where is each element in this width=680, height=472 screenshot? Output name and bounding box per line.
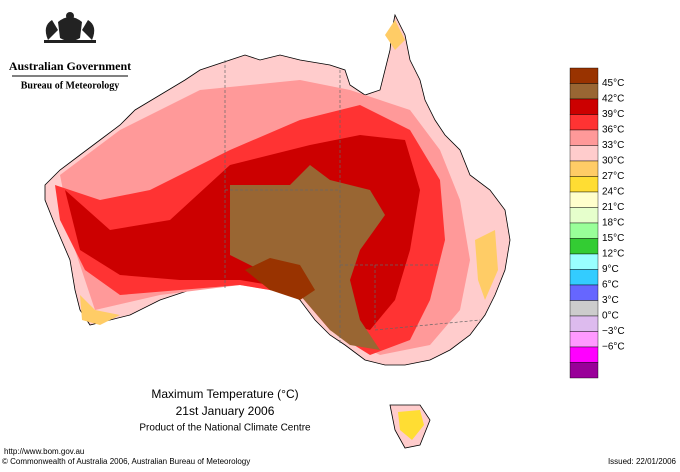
- legend-swatch: [569, 331, 599, 348]
- legend-label: −6°C: [602, 342, 625, 353]
- footer-url: http://www.bom.gov.au: [4, 447, 84, 456]
- map-title: Maximum Temperature (°C): [151, 387, 298, 401]
- australia-map: [44, 13, 511, 449]
- map-product: Product of the National Climate Centre: [139, 423, 311, 434]
- legend-swatch: [569, 129, 599, 146]
- legend-label: 39°C: [602, 109, 624, 120]
- legend-swatch: [569, 83, 599, 100]
- legend-label: 0°C: [602, 311, 619, 322]
- legend-swatch: [569, 114, 599, 131]
- legend-label: 24°C: [602, 187, 624, 198]
- coat-of-arms: [44, 12, 96, 43]
- legend-label: 36°C: [602, 125, 624, 136]
- legend-label: 12°C: [602, 249, 624, 260]
- footer-copyright: © Commonwealth of Australia 2006, Austra…: [2, 457, 250, 466]
- legend-label: 27°C: [602, 171, 624, 182]
- legend-swatch: [569, 269, 599, 286]
- footer-issued: Issued: 22/01/2006: [608, 457, 677, 466]
- legend-label: 30°C: [602, 156, 624, 167]
- legend-label: 21°C: [602, 202, 624, 213]
- legend-swatch: [569, 160, 599, 177]
- legend-label: 45°C: [602, 78, 624, 89]
- legend-swatch: [569, 145, 599, 162]
- legend-swatch: [569, 176, 599, 193]
- legend-swatch: [569, 362, 599, 379]
- legend-swatch: [569, 67, 599, 84]
- agency: Australian Government: [9, 59, 131, 73]
- legend-swatch: [569, 222, 599, 239]
- legend-label: −3°C: [602, 326, 625, 337]
- legend: 45°C 42°C 39°C 36°C 33°C 30°C 27°C 24°C 21°C 18°C…: [569, 67, 625, 379]
- legend-label: 42°C: [602, 94, 624, 105]
- legend-swatch: [569, 315, 599, 332]
- legend-swatch: [569, 284, 599, 301]
- bureau: Bureau of Meteorology: [21, 80, 120, 91]
- legend-swatch: [569, 253, 599, 270]
- legend-swatch: [569, 207, 599, 224]
- legend-label: 18°C: [602, 218, 624, 229]
- legend-label: 33°C: [602, 140, 624, 151]
- legend-swatch: [569, 238, 599, 255]
- legend-label: 6°C: [602, 280, 619, 291]
- legend-label: 15°C: [602, 233, 624, 244]
- legend-label: 9°C: [602, 264, 619, 275]
- map-date: 21st January 2006: [176, 404, 275, 418]
- legend-swatch: [569, 300, 599, 317]
- legend-swatch: [569, 191, 599, 208]
- legend-label: 3°C: [602, 295, 619, 306]
- legend-swatch: [569, 98, 599, 115]
- legend-swatch: [569, 346, 599, 363]
